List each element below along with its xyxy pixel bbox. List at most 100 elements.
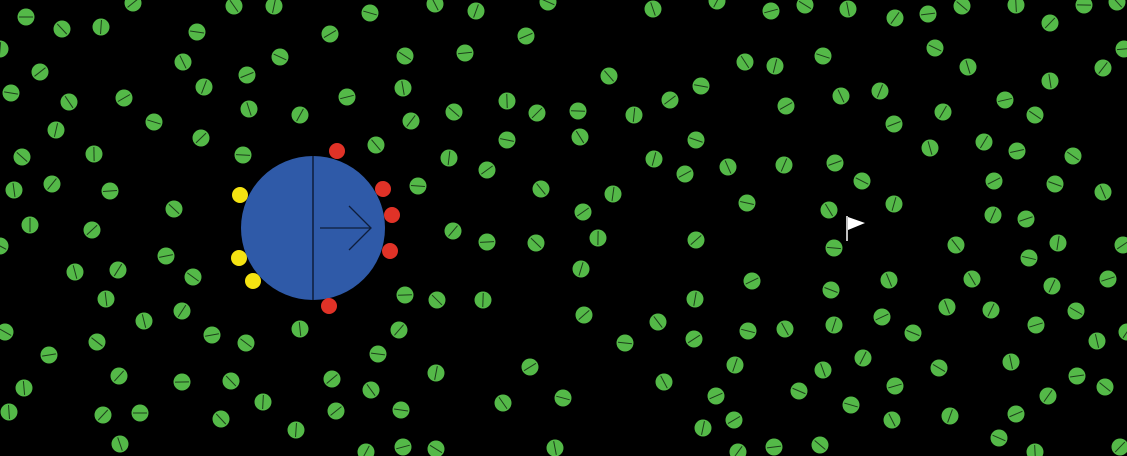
- food-pellet: [644, 0, 662, 18]
- food-pellet: [775, 156, 793, 174]
- food-pellet: [814, 47, 832, 65]
- food-pellet: [694, 419, 712, 437]
- food-pellet: [725, 411, 743, 429]
- food-pellet: [1108, 0, 1126, 11]
- food-pellet: [1026, 443, 1044, 456]
- sensor-red: [384, 207, 400, 223]
- food-pellet: [212, 410, 230, 428]
- food-pellet: [409, 177, 427, 195]
- food-pellet: [47, 121, 65, 139]
- food-pellet: [661, 91, 679, 109]
- food-pellet: [361, 4, 379, 22]
- food-pellet: [188, 23, 206, 41]
- food-pellet: [959, 58, 977, 76]
- food-pellet: [883, 411, 901, 429]
- food-pellet: [427, 364, 445, 382]
- food-pellet: [238, 66, 256, 84]
- food-pellet: [1041, 14, 1059, 32]
- food-pellet: [719, 158, 737, 176]
- food-pellet: [173, 373, 191, 391]
- food-pellet: [527, 234, 545, 252]
- food-pellet: [145, 113, 163, 131]
- food-pellet: [687, 231, 705, 249]
- food-pellet: [17, 8, 35, 26]
- sensor-red: [321, 298, 337, 314]
- food-pellet: [237, 334, 255, 352]
- food-pellet: [390, 321, 408, 339]
- food-pellet: [367, 136, 385, 154]
- food-pellet: [625, 106, 643, 124]
- food-pellet: [575, 306, 593, 324]
- food-pellet: [124, 0, 142, 12]
- food-pellet: [873, 308, 891, 326]
- food-pellet: [394, 438, 412, 456]
- food-pellet: [474, 291, 492, 309]
- food-pellet: [1064, 147, 1082, 165]
- food-pellet: [225, 0, 243, 15]
- food-pellet: [1007, 405, 1025, 423]
- food-pellet: [996, 91, 1014, 109]
- food-pellet: [321, 25, 339, 43]
- food-pellet: [254, 393, 272, 411]
- food-pellet: [1043, 277, 1061, 295]
- sensor-red: [329, 143, 345, 159]
- food-pellet: [394, 79, 412, 97]
- food-pellet: [467, 2, 485, 20]
- food-pellet: [739, 322, 757, 340]
- food-pellet: [532, 180, 550, 198]
- food-pellet: [766, 57, 784, 75]
- food-pellet: [904, 324, 922, 342]
- food-pellet: [726, 356, 744, 374]
- food-pellet: [88, 333, 106, 351]
- food-pellet: [396, 286, 414, 304]
- food-pellet: [600, 67, 618, 85]
- food-pellet: [886, 377, 904, 395]
- food-pellet: [0, 323, 14, 341]
- food-pellet: [111, 435, 129, 453]
- sensor-yellow: [231, 250, 247, 266]
- food-pellet: [101, 182, 119, 200]
- food-pellet: [546, 439, 564, 456]
- food-pellet: [811, 436, 829, 454]
- food-pellet: [478, 161, 496, 179]
- food-pellet: [1094, 183, 1112, 201]
- food-pellet: [43, 175, 61, 193]
- food-pellet: [427, 440, 445, 456]
- food-pellet: [687, 131, 705, 149]
- food-pellet: [777, 97, 795, 115]
- food-pellet: [131, 404, 149, 422]
- food-pellet: [1041, 72, 1059, 90]
- food-pellet: [1075, 0, 1093, 14]
- food-pellet: [990, 429, 1008, 447]
- food-pellet: [369, 345, 387, 363]
- food-pellet: [1026, 106, 1044, 124]
- food-pellet: [1096, 378, 1114, 396]
- food-pellet: [707, 387, 725, 405]
- food-pellet: [1027, 316, 1045, 334]
- food-pellet: [1002, 353, 1020, 371]
- agent: [231, 143, 400, 314]
- food-pellet: [494, 394, 512, 412]
- sensor-yellow: [232, 187, 248, 203]
- food-pellet: [854, 349, 872, 367]
- food-pellet: [323, 370, 341, 388]
- food-pellet: [1111, 438, 1127, 456]
- food-pellet: [885, 115, 903, 133]
- sensor-red: [375, 181, 391, 197]
- food-pellet: [1067, 302, 1085, 320]
- food-pellet: [871, 82, 889, 100]
- sensor-yellow: [245, 273, 261, 289]
- food-pellet: [921, 139, 939, 157]
- food-pellet: [554, 389, 572, 407]
- food-pellet: [192, 129, 210, 147]
- food-pellet: [982, 301, 1000, 319]
- food-pellet: [822, 281, 840, 299]
- flag-icon: [846, 216, 865, 241]
- food-pellet: [1114, 236, 1127, 254]
- food-pellet: [984, 206, 1002, 224]
- food-pellet: [287, 421, 305, 439]
- food-pellet: [765, 438, 783, 456]
- food-pellet: [569, 102, 587, 120]
